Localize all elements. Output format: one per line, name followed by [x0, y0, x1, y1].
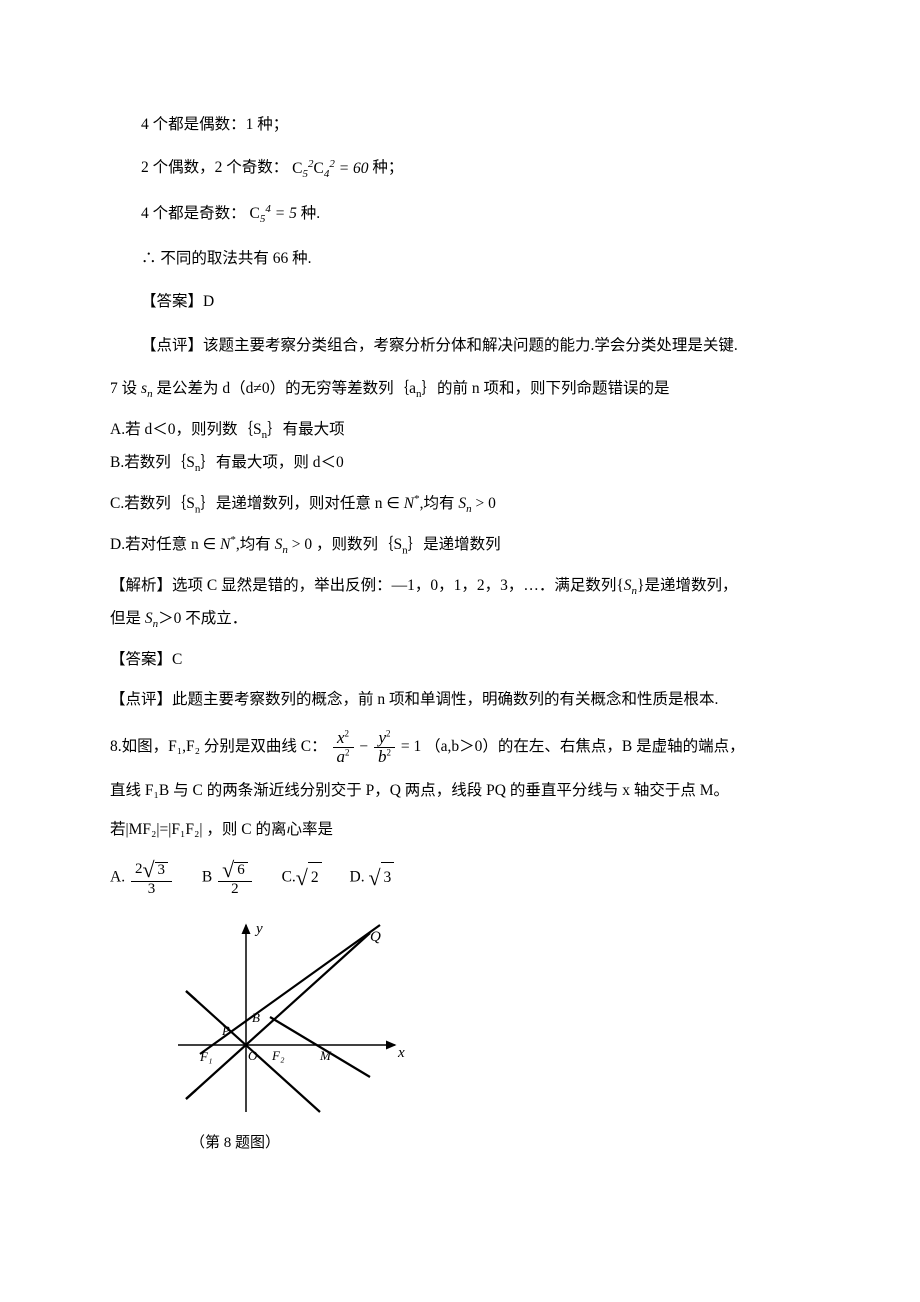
q6-line1: 4 个都是偶数：1 种；	[110, 110, 820, 139]
q7-comment: 【点评】此题主要考察数列的概念，前 n 项和单调性，明确数列的有关概念和性质是根…	[110, 685, 820, 714]
optB-label: B	[202, 868, 212, 885]
answer-value: D	[203, 293, 214, 310]
q6-line2-formula: C52C42 = 60	[292, 160, 372, 177]
q6-line3-prefix: 4 个都是奇数：	[141, 205, 246, 222]
q7-stem-var: sn	[141, 380, 153, 397]
q7-stem-suffix: ｝的前 n 项和，则下列命题错误的是	[421, 380, 669, 397]
label-f1: F₁	[199, 1049, 212, 1064]
comment-text: 该题主要考察分类组合，考察分析分体和解决问题的能力.学会分类处理是关键.	[203, 337, 738, 354]
q7-optD: D.若对任意 n ∈ N*,均有 Sn > 0 ，则数列｛Sn｝是递增数列	[110, 530, 820, 561]
label-y: y	[254, 921, 263, 937]
comment-label: 【点评】	[141, 337, 203, 354]
label-o: O	[248, 1048, 258, 1063]
q8-options: A. 2√3 3 B √6 2 C.√2 D. √3	[110, 857, 820, 899]
whisker1	[186, 1090, 196, 1099]
q8-caption: （第 8 题图）	[190, 1129, 820, 1158]
document-page: 4 个都是偶数：1 种； 2 个偶数，2 个奇数： C52C42 = 60 种；…	[0, 0, 920, 1217]
q8-stem-cond: （a,b＞0）的在左、右焦点，B 是虚轴的端点，	[425, 738, 744, 755]
q8-block: 8.如图，F₁,F₂ 分别是双曲线 C： x2 a2 − y2 b2 = 1 （…	[110, 728, 820, 1157]
q8-optA: A. 2√3 3	[110, 858, 174, 898]
q8-stem-line1: 8.如图，F₁,F₂ 分别是双曲线 C： x2 a2 − y2 b2 = 1 （…	[110, 728, 820, 766]
q7-optB: B.若数列｛Sn｝有最大项，则 d＜0	[110, 448, 820, 479]
q8-stem-line2: 直线 F₁B 与 C 的两条渐近线分别交于 P，Q 两点，线段 PQ 的垂直平分…	[110, 776, 820, 805]
q8-svg: y x F₁ O F₂ M B P Q	[170, 917, 410, 1117]
q6-line2-suffix: 种；	[372, 160, 403, 177]
label-p: P	[221, 1023, 230, 1038]
q7-analysis-2: 但是 Sn＞0 不成立．	[110, 604, 820, 635]
q6-line2: 2 个偶数，2 个奇数： C52C42 = 60 种；	[110, 153, 820, 184]
q7-stem-mid: 是公差为 d（d≠0）的无穷等差数列｛a	[153, 380, 416, 397]
q7-answer: 【答案】C	[110, 645, 820, 674]
q6-line4: ∴ 不同的取法共有 66 种.	[110, 244, 820, 273]
q6-line2-prefix: 2 个偶数，2 个奇数：	[141, 160, 288, 177]
q6-comment: 【点评】该题主要考察分类组合，考察分析分体和解决问题的能力.学会分类处理是关键.	[110, 331, 820, 360]
label-q: Q	[370, 929, 381, 945]
analysis-label: 【解析】	[110, 577, 172, 594]
label-m: M	[319, 1048, 332, 1063]
comment-text: 此题主要考察数列的概念，前 n 项和单调性，明确数列的有关概念和性质是根本.	[172, 691, 718, 708]
optD-label: D.	[350, 868, 365, 885]
q6-line3-suffix: 种.	[301, 205, 320, 222]
q7-stem-prefix: 7 设	[110, 380, 141, 397]
q6-line3-formula: C54 = 5	[250, 205, 301, 222]
perp-bisector	[270, 1017, 370, 1077]
eq-one: = 1	[401, 738, 421, 755]
q8-optC: C.√2	[282, 857, 322, 899]
optA-frac: 2√3 3	[131, 858, 172, 898]
q7-stem: 7 设 sn 是公差为 d（d≠0）的无穷等差数列｛an｝的前 n 项和，则下列…	[110, 374, 820, 405]
optC-sqrt: √2	[296, 857, 322, 899]
q7-block: 7 设 sn 是公差为 d（d≠0）的无穷等差数列｛an｝的前 n 项和，则下列…	[110, 374, 820, 714]
q8-frac-x2a2: x2 a2	[333, 729, 354, 766]
minus-sign: −	[359, 738, 372, 755]
q8-stem-prefix: 8.如图，F₁,F₂ 分别是双曲线 C：	[110, 738, 327, 755]
answer-value: C	[172, 651, 182, 668]
optA-label: A.	[110, 868, 125, 885]
q7-optC: C.若数列｛Sn｝是递增数列，则对任意 n ∈ N*,均有 Sn > 0	[110, 489, 820, 520]
optB-frac: √6 2	[218, 858, 252, 898]
optC-label: C.	[282, 868, 296, 885]
q8-optB: B √6 2	[202, 858, 254, 898]
q6-line3: 4 个都是奇数： C54 = 5 种.	[110, 199, 820, 230]
whisker2	[186, 991, 196, 1000]
q6-answer: 【答案】D	[110, 287, 820, 316]
label-f2: F₂	[271, 1048, 285, 1063]
label-x: x	[397, 1045, 405, 1061]
q8-optD: D. √3	[350, 857, 395, 899]
comment-label: 【点评】	[110, 691, 172, 708]
q8-figure: y x F₁ O F₂ M B P Q	[170, 917, 820, 1117]
q8-frac-y2b2: y2 b2	[374, 729, 395, 766]
q7-analysis-1: 【解析】选项 C 显然是错的，举出反例：—1，0，1，2，3，…．满足数列{Sn…	[110, 571, 820, 602]
label-b: B	[252, 1010, 260, 1025]
answer-label: 【答案】	[141, 293, 203, 310]
q8-stem-line3: 若|MF₂|=|F₁F₂| ，则 C 的离心率是	[110, 815, 820, 844]
q7-optA: A.若 d＜0，则列数｛Sn｝有最大项	[110, 415, 820, 446]
optD-sqrt: √3	[368, 857, 394, 899]
answer-label: 【答案】	[110, 651, 172, 668]
